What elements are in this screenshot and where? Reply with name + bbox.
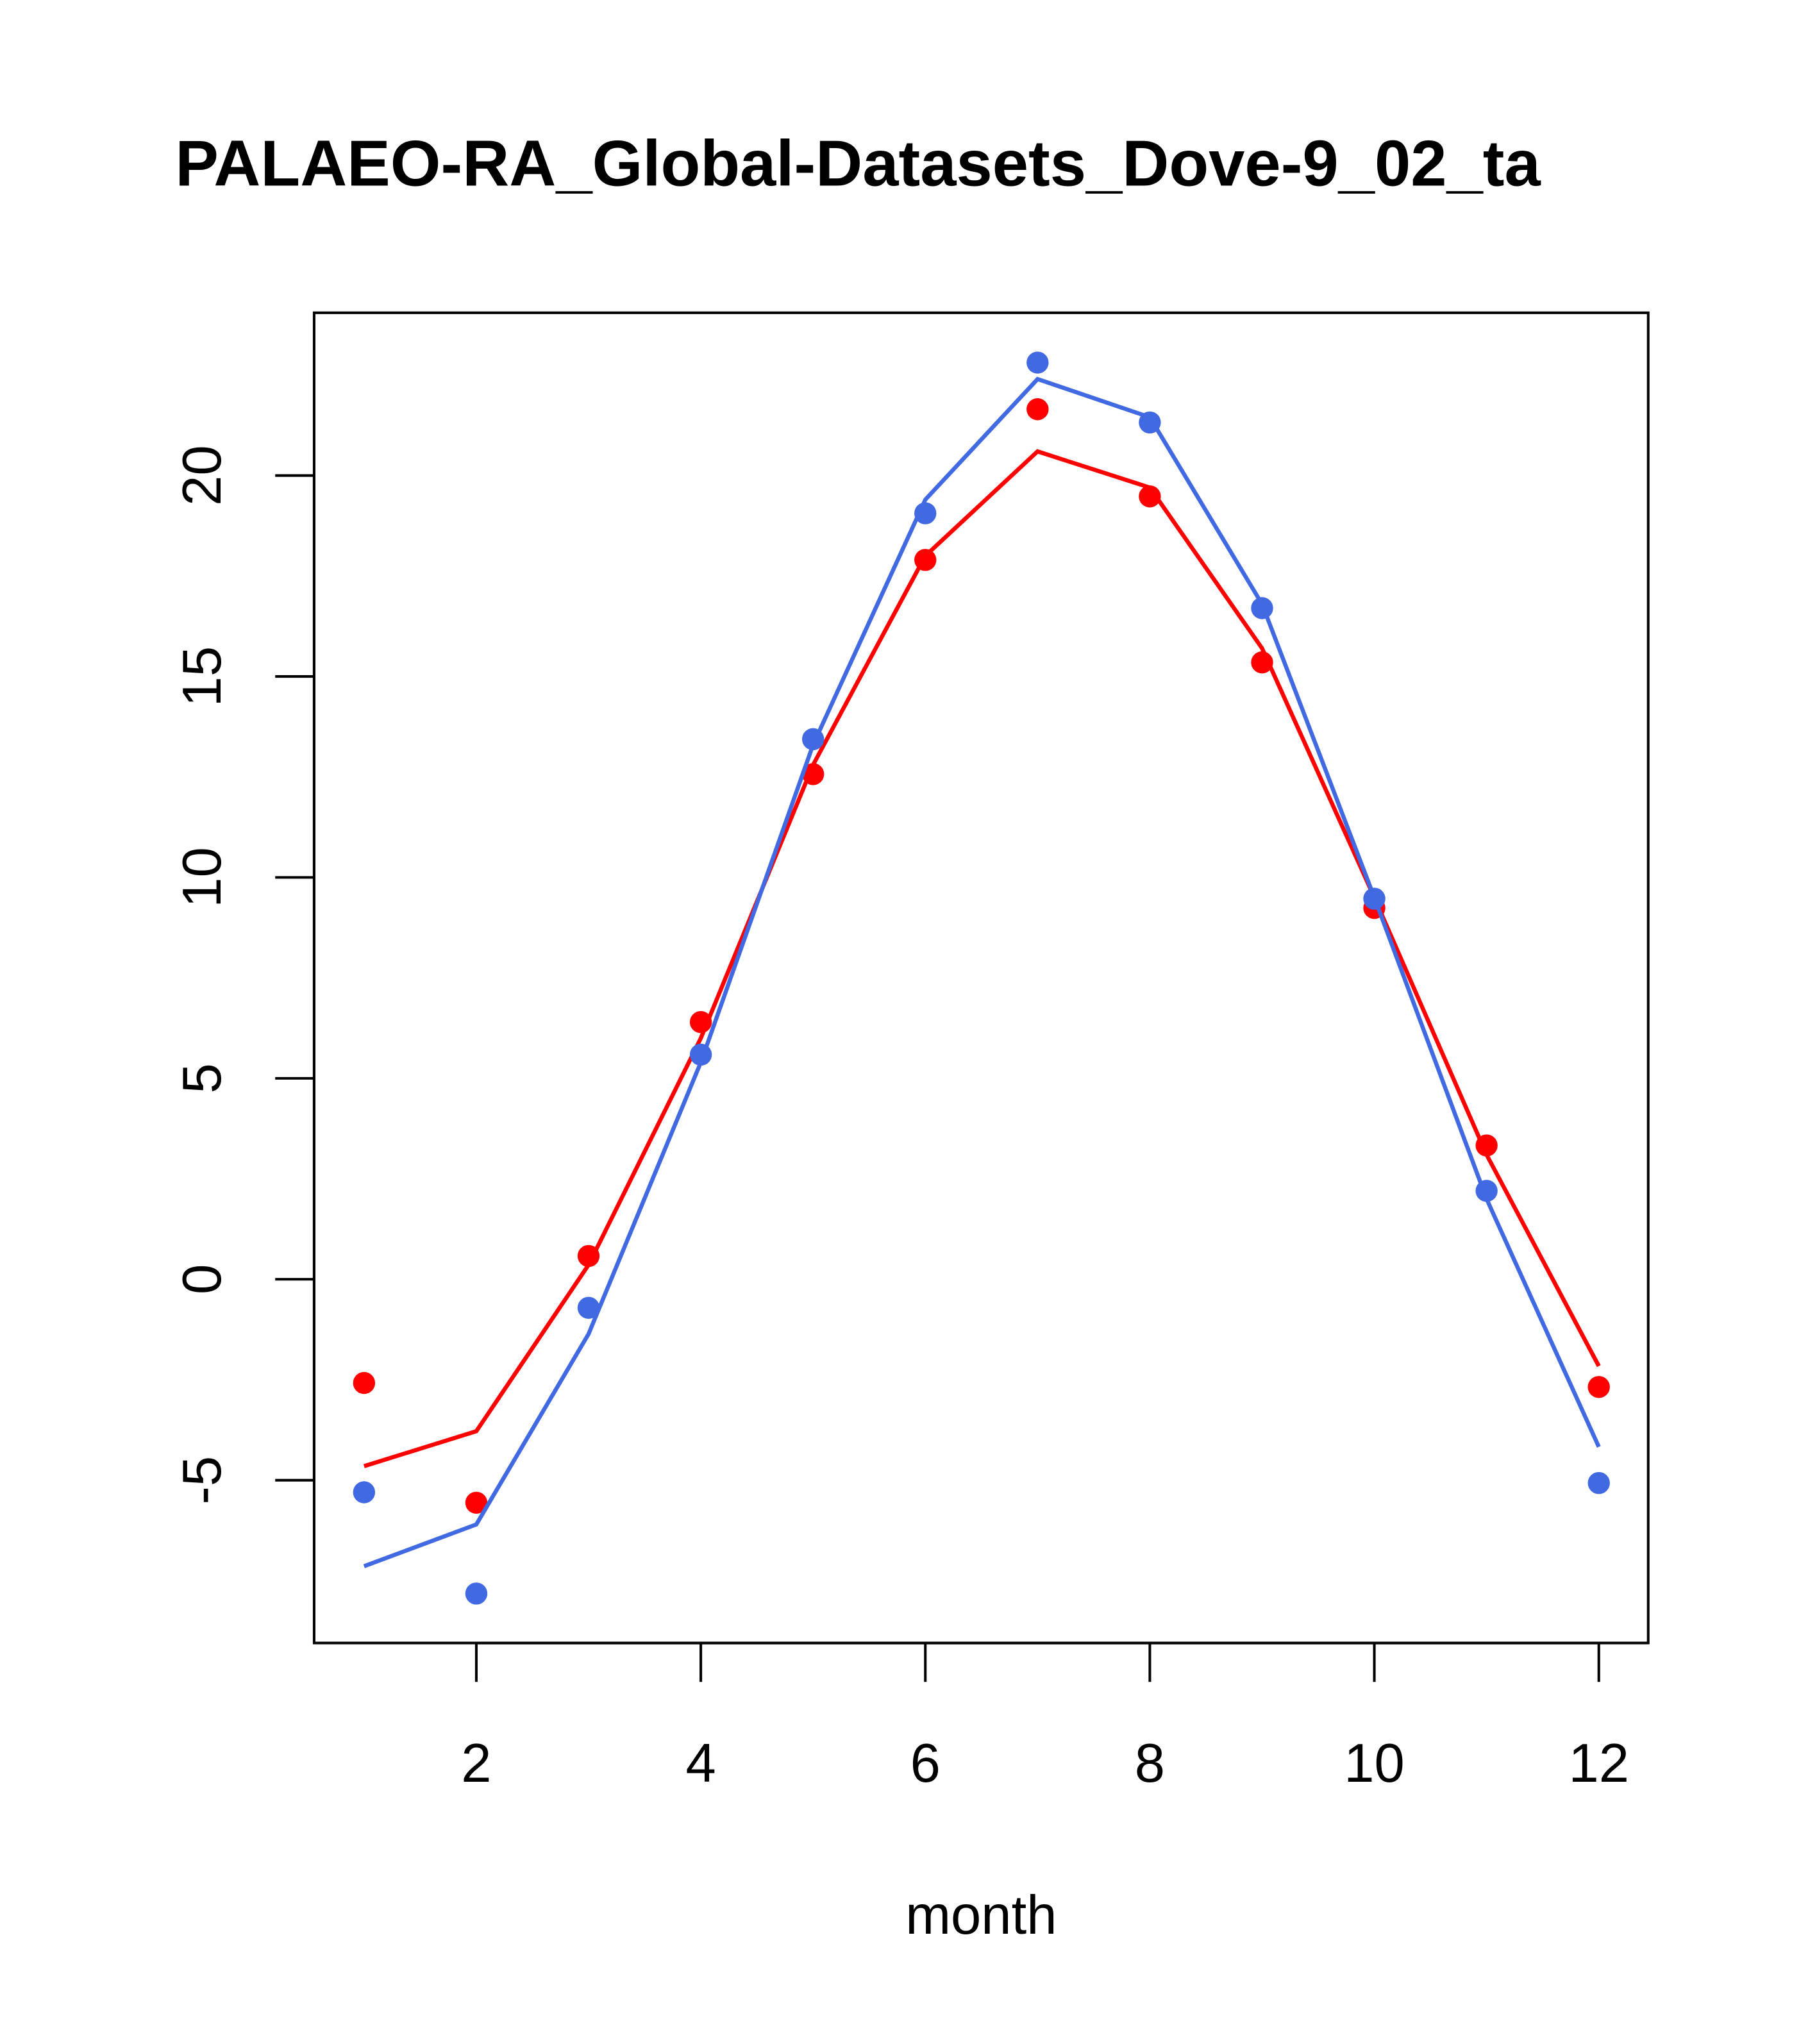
y-tick-label: -5	[172, 1456, 233, 1505]
x-axis: 2 4 6 8 10 12	[461, 1641, 1629, 1794]
red-points-point	[1587, 1376, 1610, 1398]
x-tick-label: 12	[1568, 1733, 1629, 1794]
blue-points-point	[577, 1296, 600, 1319]
blue-line-series	[363, 376, 1601, 1568]
blue-points-point	[1026, 351, 1049, 374]
y-tick-label: 5	[172, 1063, 233, 1093]
x-tick-label: 10	[1344, 1733, 1405, 1794]
blue-points-point	[1587, 1471, 1610, 1495]
red-line-series	[363, 449, 1601, 1468]
x-tick-label: 2	[461, 1733, 491, 1794]
red-points-point	[1139, 485, 1161, 508]
x-tick-label: 6	[910, 1733, 941, 1794]
red-points-point	[465, 1491, 488, 1514]
plot-frame	[312, 311, 1650, 1645]
blue-points-point	[465, 1582, 488, 1605]
red-points-point	[1026, 398, 1049, 421]
y-tick-label: 0	[172, 1264, 233, 1294]
x-axis-label: month	[905, 1885, 1057, 1946]
y-axis: -5 0 5 10 15 20	[172, 445, 315, 1505]
plot-marks	[353, 351, 1610, 1605]
y-tick-label: 15	[172, 646, 233, 707]
red-points-point	[353, 1371, 376, 1395]
y-tick-label: 20	[172, 445, 233, 506]
x-tick-label: 8	[1135, 1733, 1165, 1794]
x-tick-label: 4	[685, 1733, 716, 1794]
blue-points-point	[353, 1481, 376, 1504]
chart-title: PALAEO-RA_Global-Datasets_Dove-9_02_ta	[175, 127, 1541, 199]
y-tick-label: 10	[172, 847, 233, 908]
